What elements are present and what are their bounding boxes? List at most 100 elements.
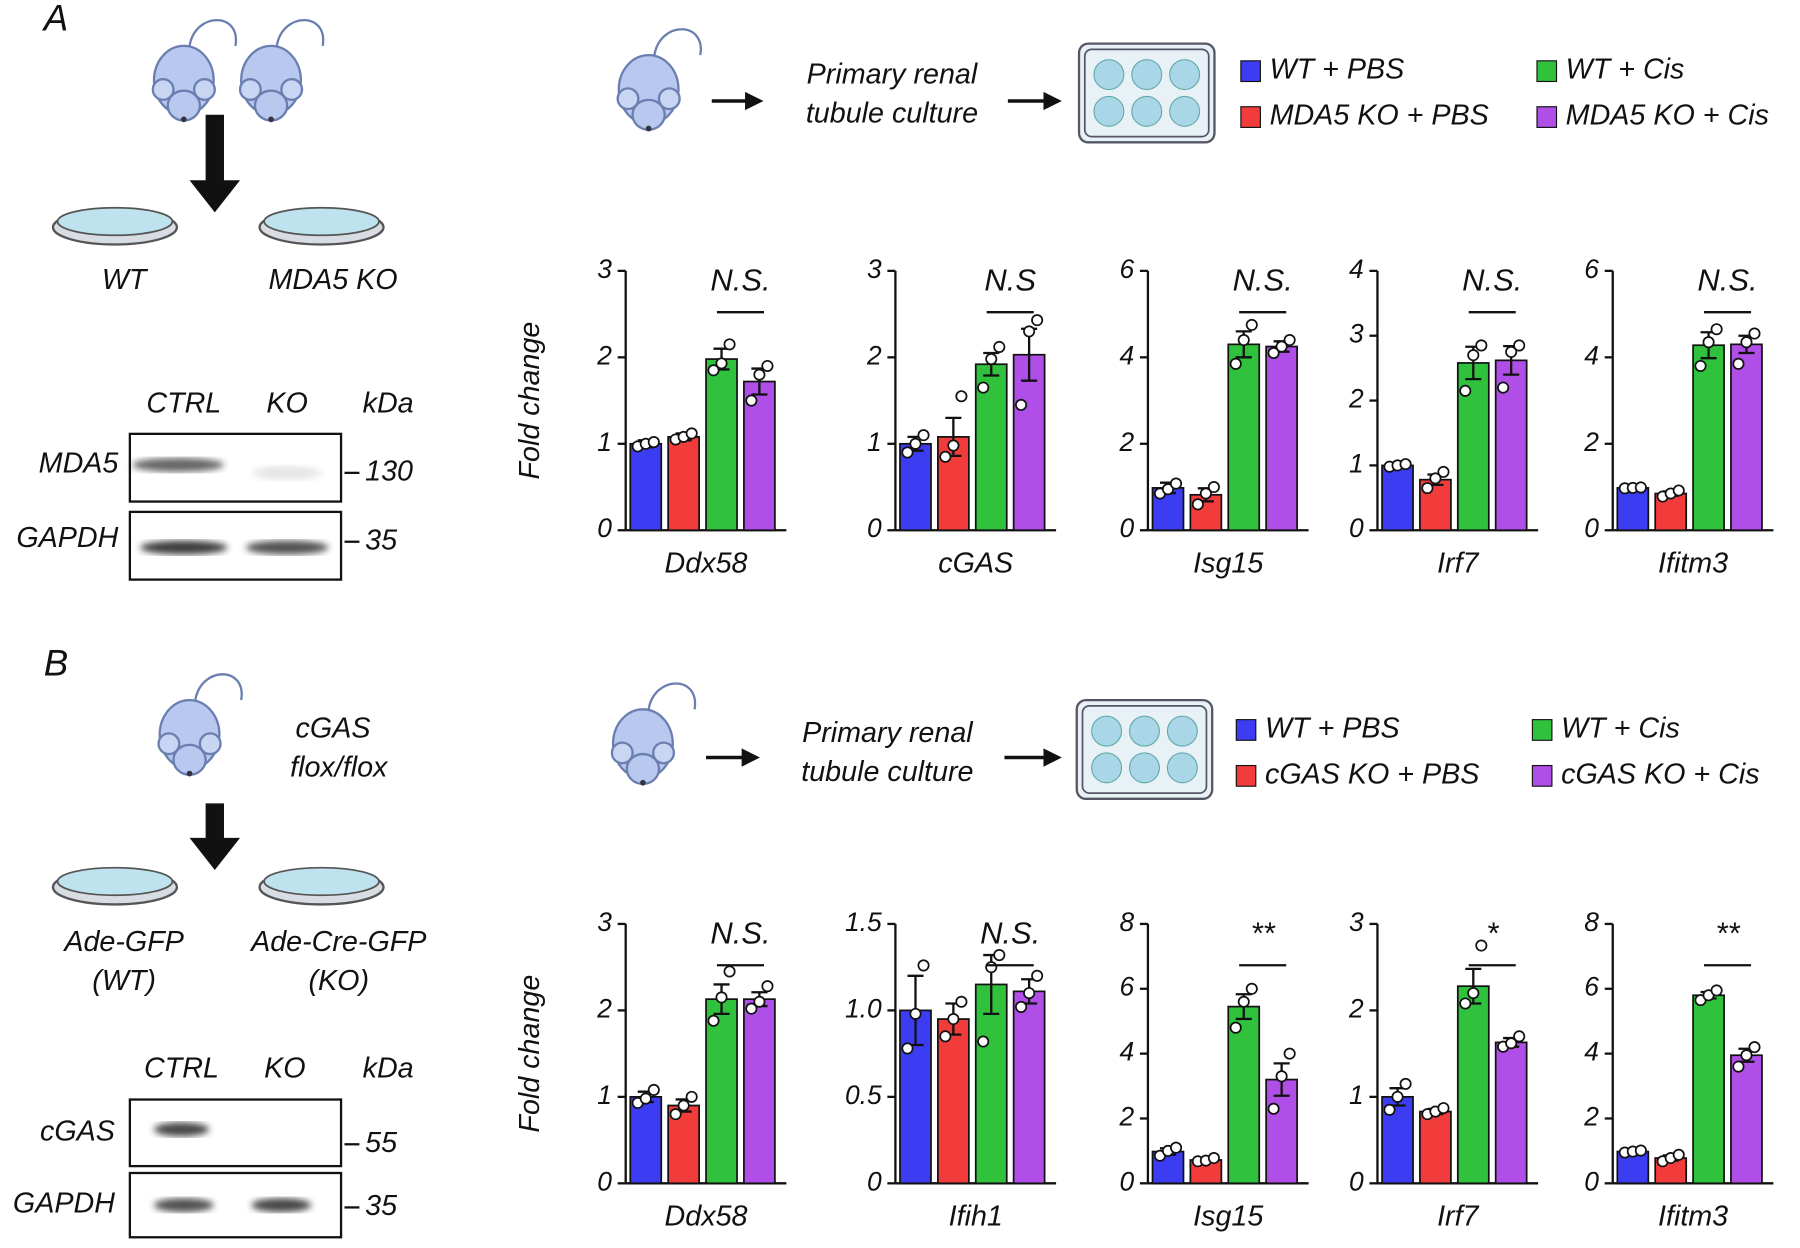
x-axis-label: Isg15 <box>1193 547 1264 579</box>
band <box>251 1198 312 1213</box>
bar <box>974 983 1008 1185</box>
x-axis-label: Ddx58 <box>665 1200 748 1232</box>
well <box>1131 59 1163 91</box>
x-axis-label: Ifitm3 <box>1658 1200 1728 1232</box>
data-point <box>647 436 660 449</box>
well <box>1091 715 1123 747</box>
legend-label: cGAS KO + PBS <box>1265 758 1479 790</box>
data-point <box>917 429 930 442</box>
y-tick-label: 1.5 <box>845 907 882 937</box>
well <box>1169 95 1201 127</box>
y-tick-label: 8 <box>1584 907 1599 937</box>
dish <box>263 206 380 237</box>
genotype-label: WT <box>102 264 149 296</box>
data-point <box>753 995 766 1008</box>
significance-label: N.S. <box>1697 263 1757 298</box>
data-point <box>1710 323 1723 336</box>
data-point <box>677 1099 690 1112</box>
y-tick-label: 3 <box>867 254 882 284</box>
dish <box>56 866 174 897</box>
well <box>1093 95 1125 127</box>
lane-label: CTRL <box>144 1052 219 1084</box>
y-tick-label: 6 <box>1584 972 1599 1002</box>
data-point <box>1467 349 1480 362</box>
x-axis-label: Isg15 <box>1193 1200 1264 1232</box>
data-point <box>1732 1060 1745 1073</box>
y-tick-label: 8 <box>1119 907 1134 937</box>
data-point <box>1459 384 1472 397</box>
y-tick-label: 1 <box>1349 448 1364 478</box>
well <box>1166 715 1198 747</box>
mouse-ear <box>657 87 681 111</box>
plate <box>1075 698 1214 800</box>
data-point <box>1672 484 1685 497</box>
data-point <box>1031 314 1044 327</box>
data-point <box>1475 939 1488 952</box>
bar <box>1265 345 1298 532</box>
data-point <box>1505 345 1518 358</box>
y-tick-label: 0 <box>597 513 612 543</box>
data-point <box>1399 1077 1412 1090</box>
data-point <box>955 995 968 1008</box>
y-tick-label: 3 <box>597 254 612 284</box>
plate <box>1077 42 1216 144</box>
bar <box>629 1095 663 1185</box>
data-point <box>917 959 930 972</box>
data-point <box>1634 481 1647 494</box>
significance-label: N.S. <box>1233 263 1293 298</box>
significance-label: N.S. <box>980 916 1040 951</box>
x-axis-label: Irf7 <box>1437 547 1479 579</box>
data-point <box>1199 487 1212 500</box>
x-axis-label: Ddx58 <box>665 547 748 579</box>
legend-swatch <box>1536 106 1558 128</box>
unit-label: kDa <box>363 1052 414 1084</box>
bar <box>937 1018 970 1185</box>
band <box>245 540 329 555</box>
data-point <box>1710 984 1723 997</box>
y-tick-label: 4 <box>1349 254 1364 284</box>
data-point <box>947 439 960 452</box>
y-tick-label: 3 <box>1349 907 1364 937</box>
y-tick-label: 4 <box>1119 340 1134 370</box>
y-tick-label: 0 <box>1349 1166 1364 1196</box>
protein-label: MDA5 <box>39 447 120 479</box>
y-tick-label: 2 <box>1118 1101 1134 1131</box>
data-point <box>1170 1141 1183 1154</box>
mouse-tail <box>188 19 237 47</box>
data-point <box>745 394 758 407</box>
data-point <box>909 437 922 450</box>
mouse-ear <box>198 732 222 756</box>
data-point <box>1237 995 1250 1008</box>
bar <box>1730 343 1763 532</box>
data-point <box>1245 318 1258 331</box>
x-axis-label: Ifitm3 <box>1658 547 1728 579</box>
marker-label: 130 <box>365 455 413 487</box>
data-point <box>1207 1152 1220 1165</box>
significance-label: N.S. <box>1462 263 1522 298</box>
y-tick-label: 2 <box>1348 384 1364 414</box>
significance-label: * <box>1486 916 1499 951</box>
bar <box>1227 343 1261 532</box>
legend-label: WT + Cis <box>1566 54 1685 86</box>
data-point <box>715 991 728 1004</box>
legend-swatch <box>1240 60 1261 83</box>
data-point <box>647 1083 660 1096</box>
band <box>140 540 228 555</box>
y-tick-label: 0 <box>867 1166 882 1196</box>
data-point <box>685 1090 698 1103</box>
data-point <box>1672 1148 1685 1161</box>
y-tick-label: 1 <box>867 427 882 457</box>
mouse-nose <box>645 125 652 132</box>
bar <box>1692 344 1725 532</box>
data-point <box>939 450 952 463</box>
legend-label: MDA5 KO + PBS <box>1270 100 1489 132</box>
data-point <box>977 1035 990 1048</box>
mouse-nose <box>180 116 187 123</box>
arrow-head <box>741 748 760 767</box>
data-point <box>1634 1144 1647 1157</box>
data-point <box>1283 1047 1296 1060</box>
data-point <box>1399 458 1412 471</box>
marker-label: 55 <box>365 1127 398 1159</box>
